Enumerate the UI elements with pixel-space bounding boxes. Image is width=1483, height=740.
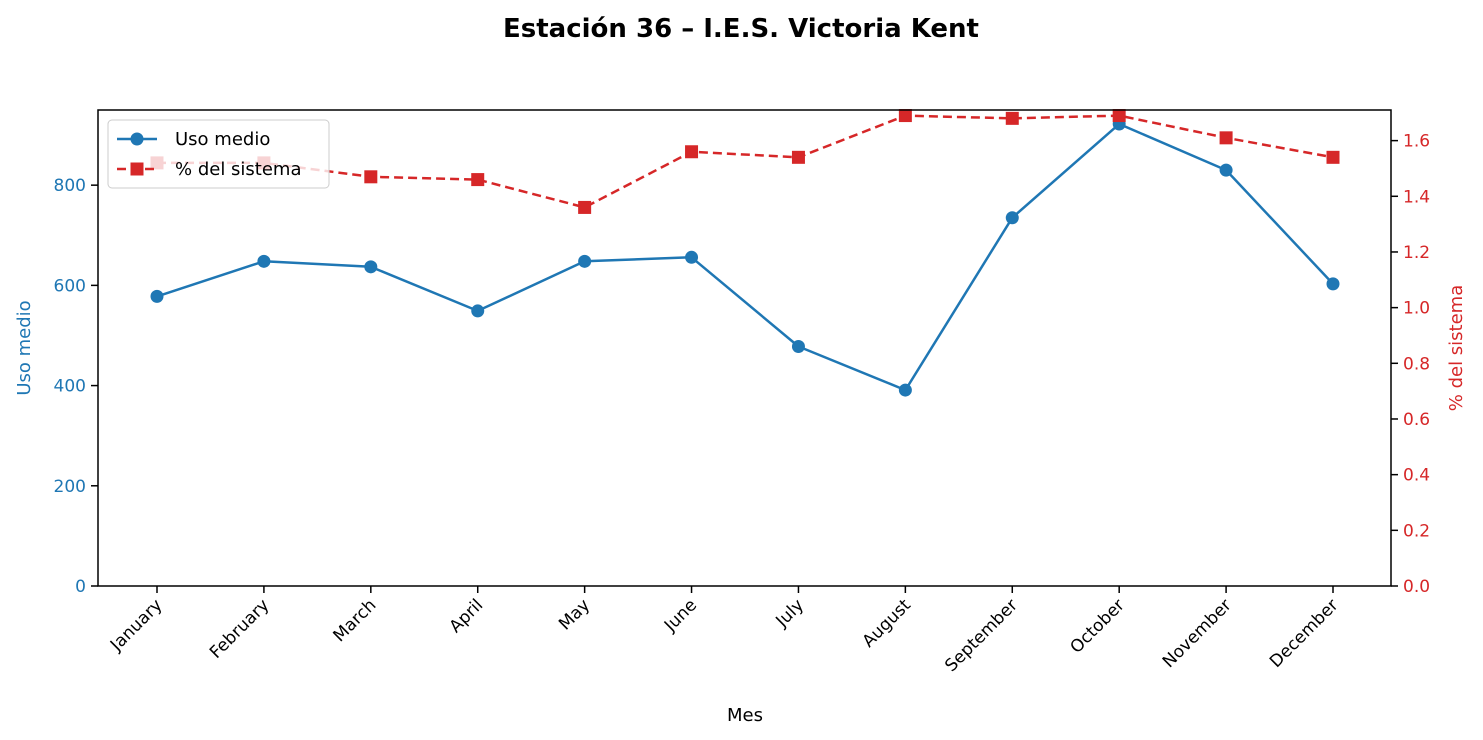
- series-1-point: [150, 289, 164, 303]
- left-tick-label: 200: [54, 477, 86, 497]
- left-tick-label: 0: [75, 577, 86, 597]
- right-axis-title: % del sistema: [1446, 285, 1467, 412]
- series-2-point: [1112, 109, 1126, 123]
- x-tick-label: March: [330, 595, 381, 646]
- x-tick-label: October: [1066, 595, 1128, 657]
- series-1-point: [1326, 277, 1340, 291]
- legend-label-2: % del sistema: [175, 159, 302, 180]
- legend-label-1: Uso medio: [175, 129, 270, 150]
- series-1-point: [257, 254, 271, 268]
- legend-marker-1: [130, 132, 144, 146]
- series-1-point: [898, 383, 912, 397]
- x-tick-label: February: [206, 595, 273, 662]
- right-tick-label: 1.4: [1403, 187, 1430, 207]
- left-tick-label: 400: [54, 377, 86, 397]
- series-1-point: [471, 304, 485, 318]
- right-tick-label: 0.0: [1403, 577, 1430, 597]
- series-2-point: [578, 200, 592, 214]
- series-2-point: [791, 150, 805, 164]
- right-tick-label: 0.8: [1403, 354, 1430, 374]
- series-1-point: [364, 260, 378, 274]
- x-tick-label: August: [859, 595, 915, 651]
- series-2-point: [471, 173, 485, 187]
- series-1-point: [1005, 211, 1019, 225]
- legend: Uso medio % del sistema: [107, 119, 330, 189]
- plot-frame: [97, 109, 1392, 587]
- series-1-point: [685, 250, 699, 264]
- x-tick-label: December: [1266, 595, 1342, 671]
- x-tick-label: January: [106, 595, 166, 655]
- legend-marker-2: [130, 162, 144, 176]
- series-2-point: [1005, 111, 1019, 125]
- right-tick-label: 1.0: [1403, 299, 1430, 319]
- left-tick-label: 600: [54, 276, 86, 296]
- series-2-point: [1219, 131, 1233, 145]
- series-2-point: [364, 170, 378, 184]
- right-tick-label: 1.6: [1403, 132, 1430, 152]
- x-axis-title: Mes: [727, 705, 763, 726]
- series-1-point: [791, 339, 805, 353]
- axes: 0 200 400 600 800 0.0 0.2 0.4 0.6 0.8 1.0 1.2 1.4 1.6…: [54, 109, 1430, 676]
- x-tick-label: June: [660, 595, 701, 636]
- left-axis-title: Uso medio: [14, 300, 35, 395]
- left-tick-label: 800: [54, 176, 86, 196]
- series-2-point: [685, 145, 699, 159]
- x-tick-label: April: [446, 595, 488, 637]
- series-line-2: [157, 114, 1334, 209]
- legend-box: [107, 119, 330, 189]
- right-tick-label: 1.2: [1403, 243, 1430, 263]
- series-1-point: [1219, 163, 1233, 177]
- series-1-point: [578, 254, 592, 268]
- chart-title: Estación 36 – I.E.S. Victoria Kent: [503, 14, 979, 44]
- series-2-point: [1326, 150, 1340, 164]
- x-tick-label: November: [1159, 595, 1236, 672]
- right-tick-label: 0.2: [1403, 521, 1430, 541]
- x-tick-label: September: [941, 595, 1022, 676]
- series-2-point: [898, 109, 912, 123]
- x-tick-label: May: [555, 595, 594, 634]
- right-tick-label: 0.6: [1403, 410, 1430, 430]
- x-tick-label: July: [772, 595, 808, 631]
- right-tick-label: 0.4: [1403, 466, 1430, 486]
- series-line-1: [156, 122, 1334, 392]
